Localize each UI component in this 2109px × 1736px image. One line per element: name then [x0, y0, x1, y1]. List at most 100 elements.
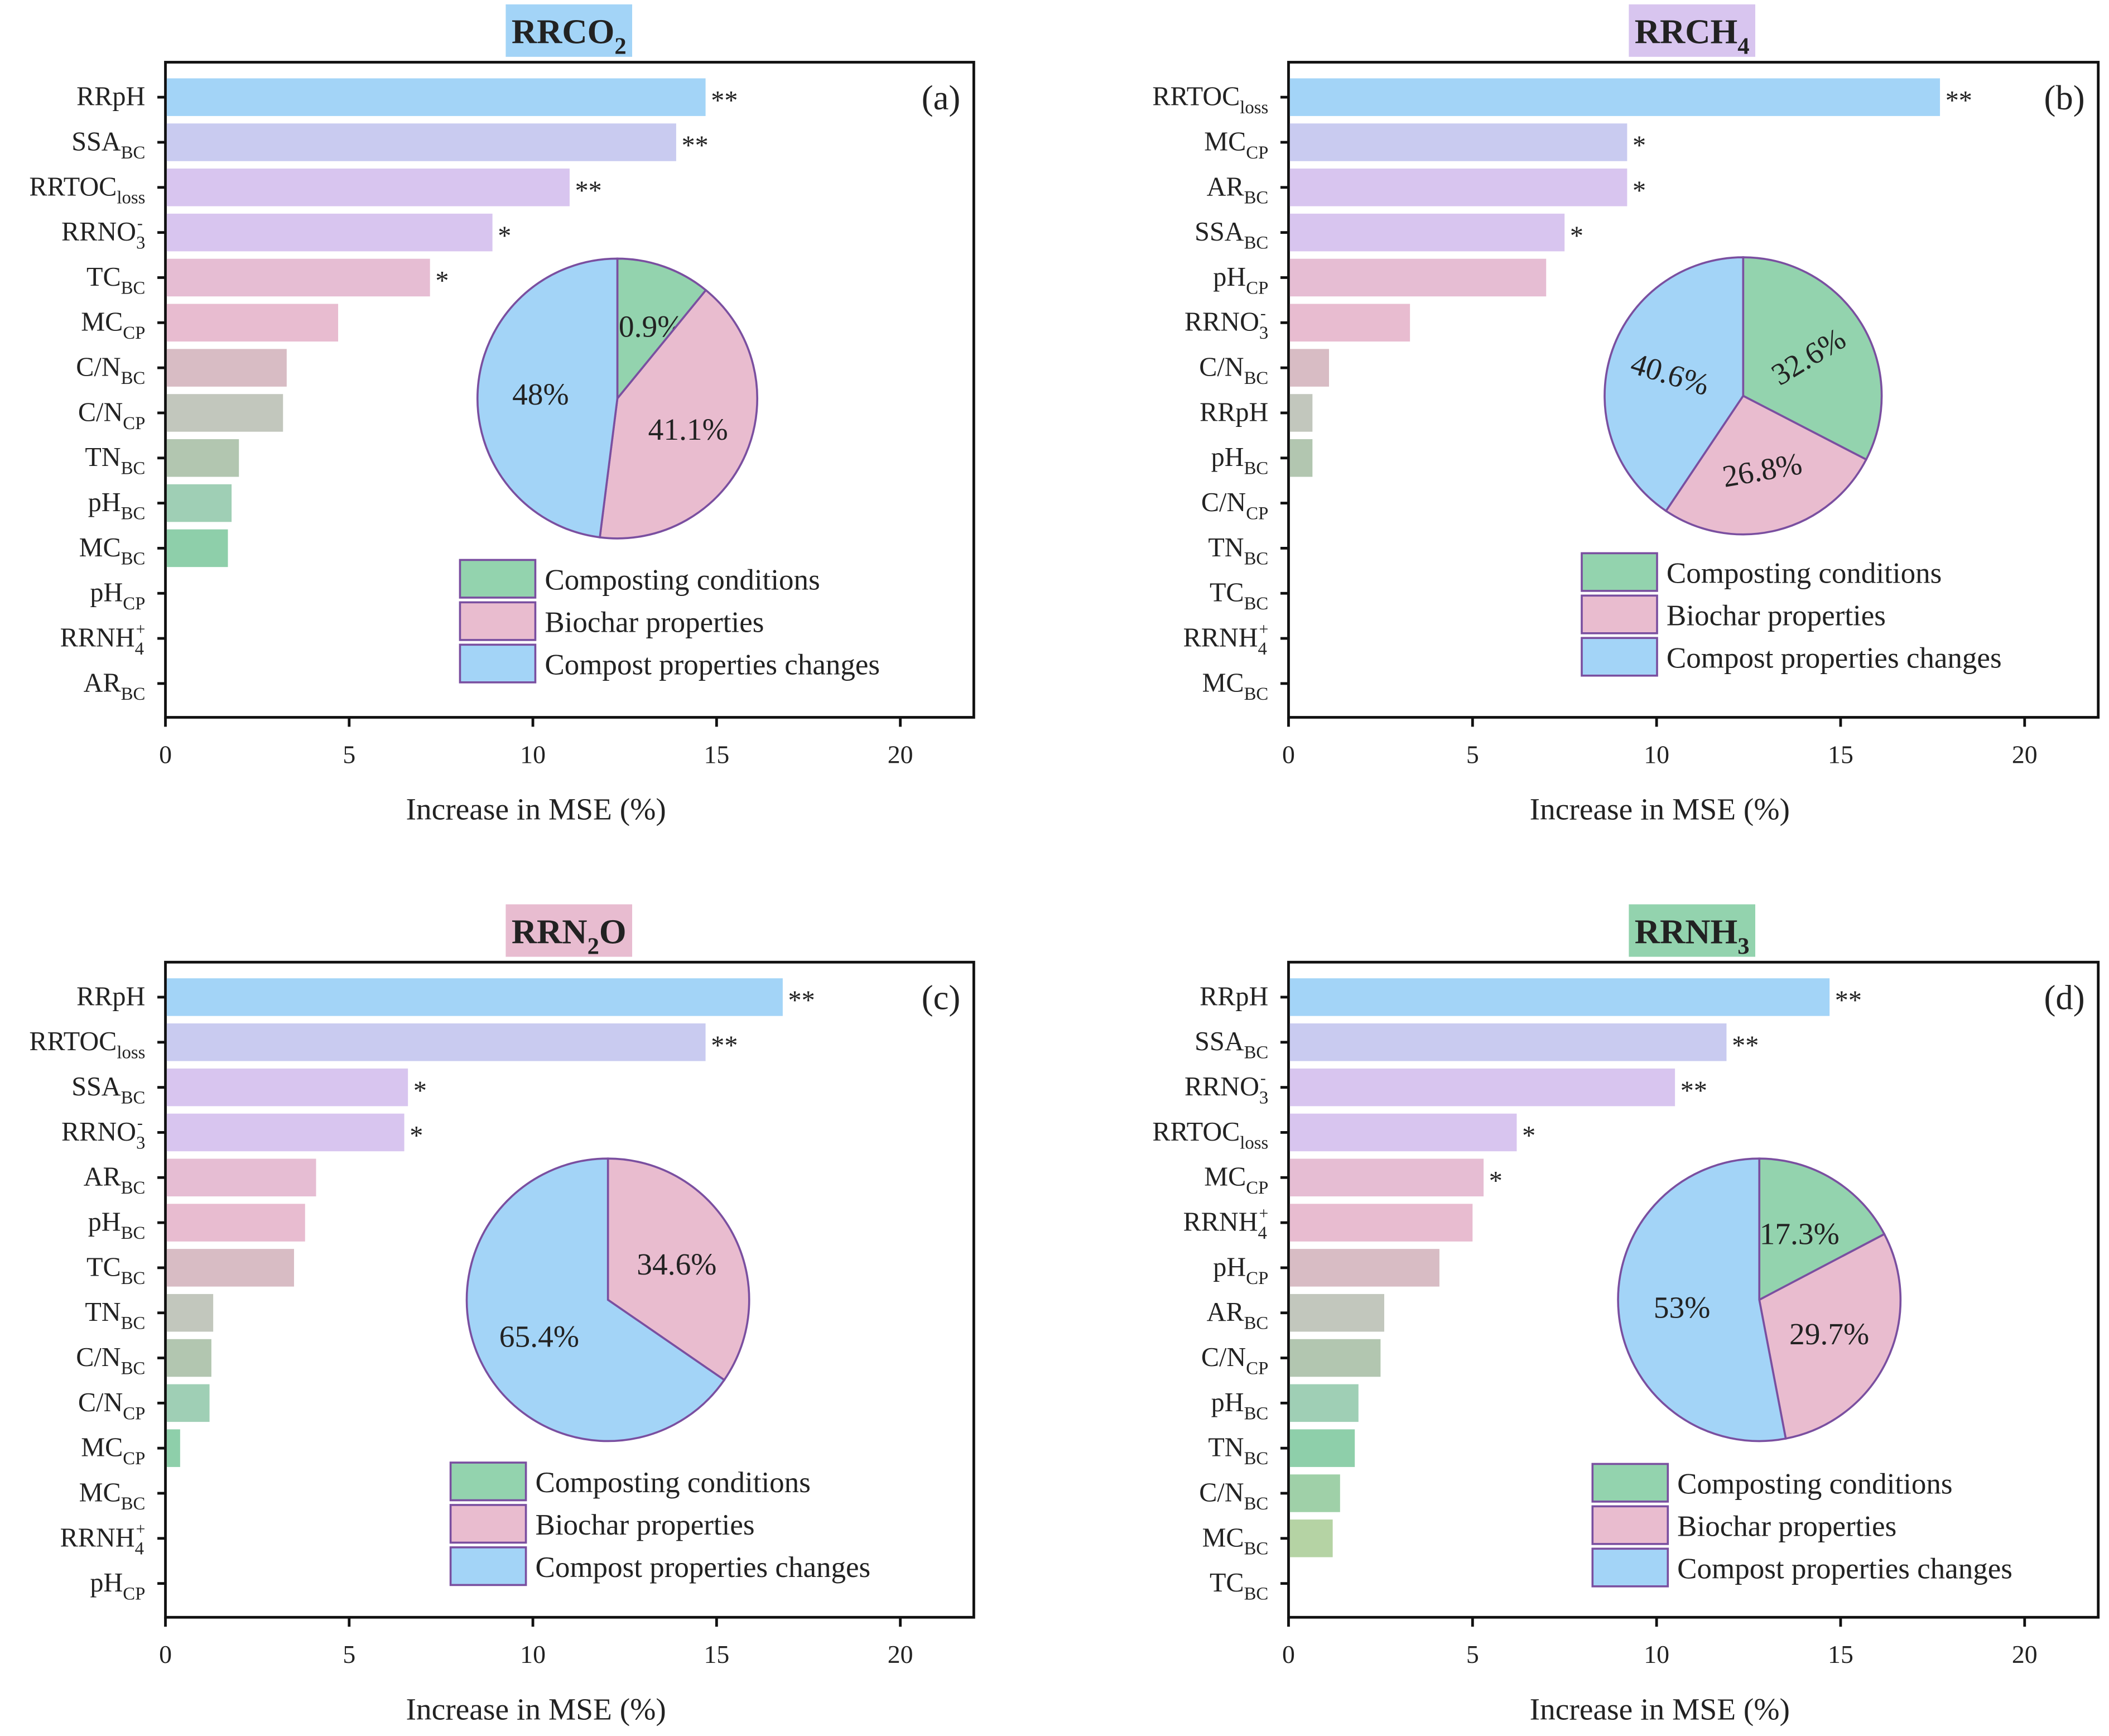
- x-axis-label: Increase in MSE (%): [406, 792, 666, 826]
- label-sub: loss: [1240, 98, 1268, 118]
- label-sub: 4: [1258, 639, 1267, 659]
- bar: [166, 123, 676, 161]
- legend-swatch: [1581, 637, 1658, 677]
- y-tick-label: RRpH: [1200, 397, 1268, 427]
- label-sub: BC: [121, 684, 146, 704]
- significance-label: *: [1522, 1121, 1535, 1151]
- x-axis-label: Increase in MSE (%): [406, 1692, 666, 1726]
- x-tick-label: 10: [1644, 1640, 1669, 1668]
- significance-label: *: [498, 221, 511, 251]
- y-tick-label: SSABC: [71, 1072, 145, 1108]
- label-main: RRNO: [61, 1117, 136, 1147]
- label-sub: BC: [121, 1358, 146, 1378]
- label-main: MC: [1202, 1523, 1244, 1552]
- pie-slice: [1664, 394, 1868, 536]
- legend-label: Composting conditions: [1667, 557, 1942, 589]
- label-main: RRNH: [60, 623, 135, 653]
- label-main: TN: [1208, 533, 1244, 562]
- significance-label: **: [711, 1031, 738, 1060]
- label-sup: -: [137, 214, 143, 232]
- label-main: AR: [84, 1162, 122, 1192]
- label-main: TN: [85, 1297, 121, 1327]
- legend-swatch: [1591, 1505, 1669, 1545]
- pie-slice: [465, 1157, 726, 1442]
- y-tick-label: MCCP: [1204, 1162, 1268, 1198]
- label-sub: BC: [121, 278, 146, 298]
- label-sub: BC: [1244, 1403, 1269, 1424]
- legend-swatch: [459, 559, 537, 599]
- x-tick-label: 0: [1282, 740, 1295, 768]
- label-sub: BC: [121, 1268, 146, 1288]
- label-main: RRN: [512, 912, 588, 951]
- x-tick-label: 10: [1644, 740, 1669, 768]
- y-tick-label: MCCP: [1204, 127, 1268, 162]
- label-main: TC: [86, 1252, 121, 1282]
- label-sup: -: [137, 1114, 143, 1132]
- significance-label: *: [1489, 1166, 1503, 1196]
- bar: [1289, 258, 1547, 297]
- label-main: C/N: [1199, 353, 1244, 382]
- legend-label: Compost properties changes: [535, 1551, 870, 1584]
- label-main: AR: [84, 668, 122, 698]
- legend-swatch: [459, 643, 537, 684]
- legend-swatch: [1591, 1547, 1669, 1588]
- legend-label: Compost properties changes: [1667, 642, 2002, 674]
- label-main: MC: [81, 1433, 123, 1463]
- bar: [1289, 394, 1313, 432]
- pie-slice: [476, 257, 619, 538]
- bar: [166, 1384, 210, 1422]
- significance-label: **: [682, 131, 709, 161]
- legend-label: Biochar properties: [535, 1509, 754, 1541]
- label-main: SSA: [71, 1072, 121, 1102]
- bar: [1289, 1429, 1355, 1467]
- label-main: RRpH: [1200, 982, 1268, 1011]
- y-tick-label: C/NBC: [1199, 353, 1268, 388]
- y-tick-label: C/NBC: [1199, 1478, 1268, 1513]
- pie-slice-label: 48%: [512, 377, 569, 411]
- legend-swatch: [1591, 1463, 1669, 1503]
- bar: [1289, 1249, 1439, 1287]
- pie-slice: [1617, 1157, 1787, 1442]
- label-sub: CP: [123, 1449, 145, 1469]
- legend-swatch: [449, 1546, 527, 1586]
- pie-slice: [616, 257, 707, 402]
- label-sub: loss: [1240, 1133, 1268, 1153]
- bar: [1289, 1384, 1359, 1422]
- y-tick-label: TNBC: [85, 443, 145, 478]
- label-sub: BC: [1244, 368, 1269, 388]
- bar: [166, 1068, 408, 1107]
- label-sub: BC: [1244, 1494, 1269, 1514]
- label-sub: BC: [121, 549, 146, 569]
- label-sub: 4: [135, 1539, 144, 1559]
- significance-label: **: [1835, 986, 1862, 1016]
- x-tick-label: 10: [520, 1640, 546, 1668]
- label-sup: +: [1259, 1204, 1268, 1223]
- label-sup: +: [1259, 620, 1268, 638]
- y-tick-label: RRpH: [1200, 982, 1268, 1011]
- y-tick-label: ARBC: [84, 1162, 146, 1198]
- label-sub: BC: [121, 1178, 146, 1198]
- bar: [1289, 213, 1565, 252]
- pie-slice: [606, 1157, 750, 1382]
- chart-title: RRCO2: [512, 12, 627, 60]
- label-main: pH: [88, 1208, 121, 1237]
- bar: [166, 304, 339, 342]
- label-main: SSA: [1195, 217, 1244, 247]
- label-main: RRNO: [1184, 1072, 1259, 1102]
- y-tick-label: RRNH4+: [60, 1520, 146, 1559]
- pie-slice: [599, 288, 759, 540]
- bar: [1289, 1068, 1675, 1107]
- label-sub: CP: [1246, 1178, 1268, 1198]
- plot-frame: [164, 61, 975, 719]
- label-sup: -: [1260, 1069, 1266, 1087]
- label-sub: BC: [121, 1088, 146, 1108]
- label-main: SSA: [71, 127, 121, 156]
- x-tick-label: 5: [1466, 1640, 1479, 1668]
- pie-slice-label: 41.1%: [648, 412, 728, 446]
- y-tick-label: TCBC: [1210, 1568, 1268, 1604]
- chart-title: RRCH4: [1635, 12, 1750, 60]
- label-main: pH: [88, 488, 121, 517]
- label-main: MC: [1204, 1162, 1246, 1192]
